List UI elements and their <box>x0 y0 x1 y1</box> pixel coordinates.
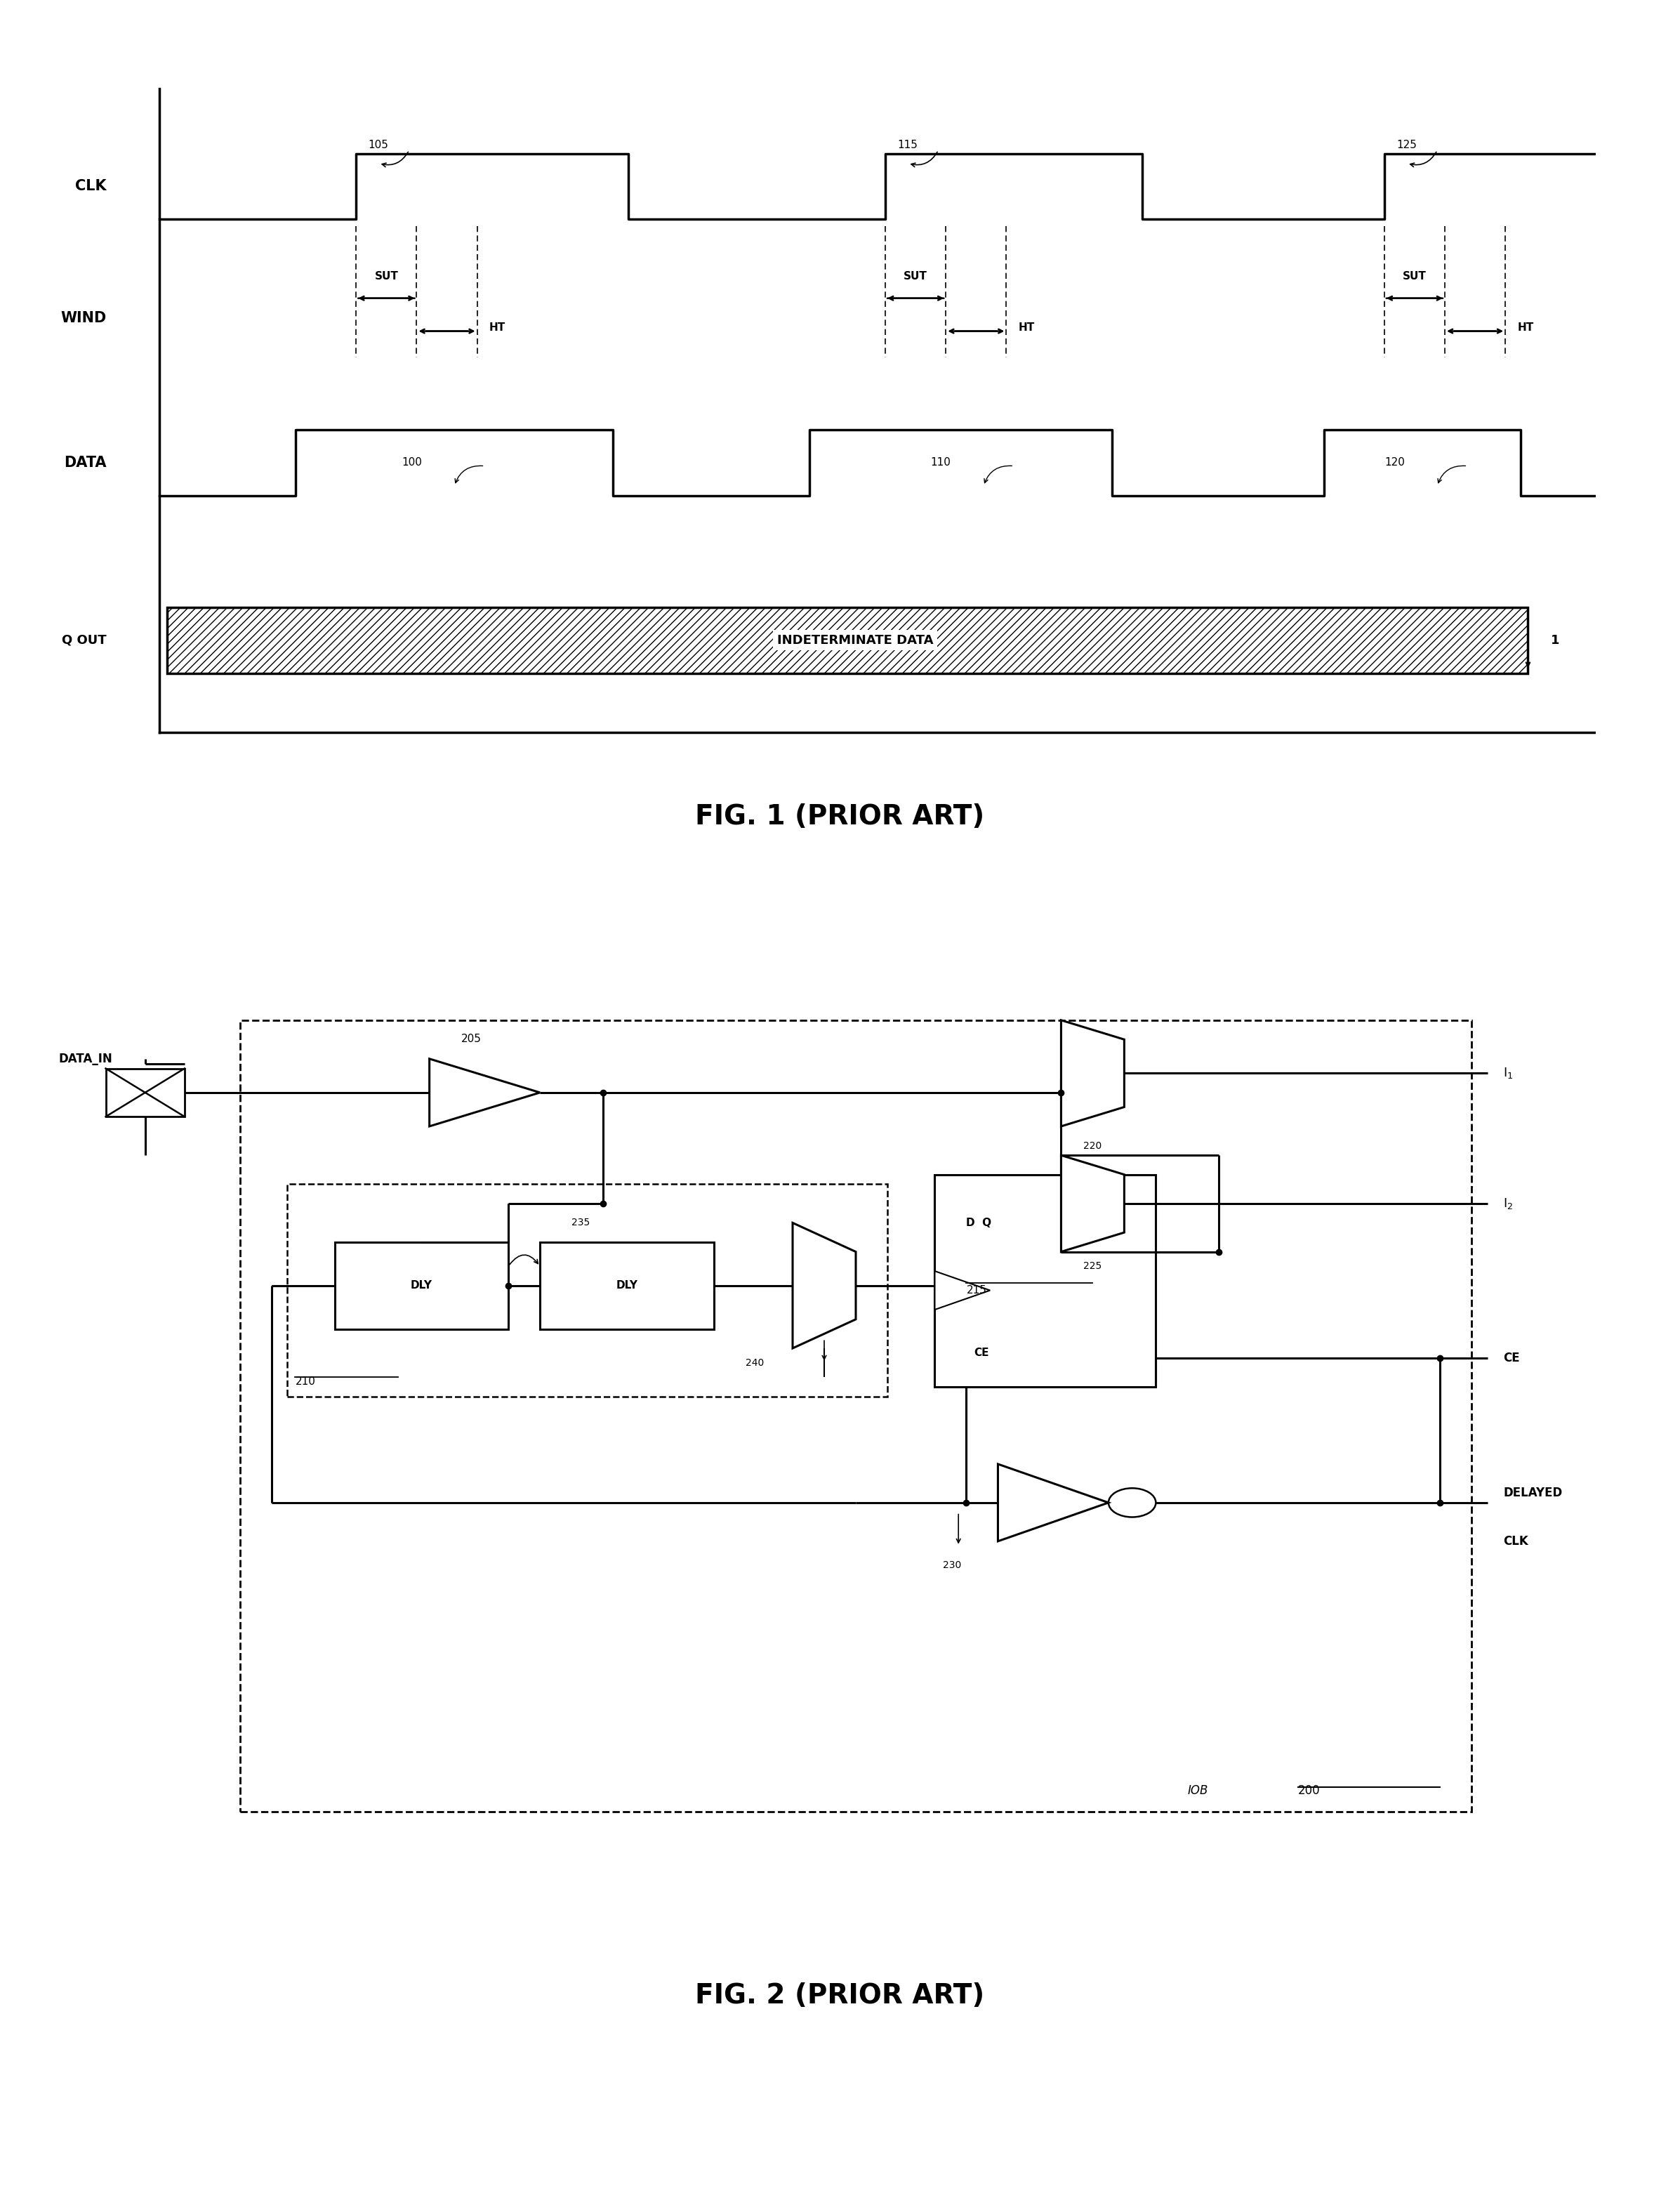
Text: 110: 110 <box>931 458 951 467</box>
Text: 240: 240 <box>746 1357 764 1368</box>
Text: DLY: DLY <box>410 1281 432 1292</box>
Polygon shape <box>1062 1156 1124 1252</box>
Text: FIG. 2 (PRIOR ART): FIG. 2 (PRIOR ART) <box>696 1982 984 2009</box>
Bar <box>240 1020 1472 1811</box>
Text: 210: 210 <box>296 1377 316 1386</box>
Text: SUT: SUT <box>375 272 398 283</box>
Text: IOB: IOB <box>1188 1785 1208 1796</box>
Text: 100: 100 <box>402 458 422 467</box>
Text: 205: 205 <box>460 1033 480 1044</box>
Text: 125: 125 <box>1396 140 1416 151</box>
Text: I$_1$: I$_1$ <box>1504 1066 1514 1081</box>
Text: HT: HT <box>489 322 506 333</box>
Polygon shape <box>998 1465 1109 1542</box>
Text: CE: CE <box>1504 1351 1520 1364</box>
Text: HT: HT <box>1018 322 1035 333</box>
Polygon shape <box>934 1272 990 1309</box>
Bar <box>539 1241 714 1329</box>
Text: CLK: CLK <box>1504 1535 1529 1548</box>
Text: DELAYED: DELAYED <box>1504 1487 1562 1500</box>
Text: 215: 215 <box>966 1285 986 1296</box>
Text: DATA: DATA <box>64 456 108 469</box>
Polygon shape <box>793 1224 855 1349</box>
Text: Q OUT: Q OUT <box>62 634 108 647</box>
Text: HT: HT <box>1517 322 1534 333</box>
Bar <box>168 607 1529 673</box>
Text: CLK: CLK <box>76 180 108 193</box>
Bar <box>334 1241 509 1329</box>
Text: DATA_IN: DATA_IN <box>59 1053 113 1066</box>
Text: CE: CE <box>974 1349 990 1357</box>
Polygon shape <box>1062 1020 1124 1127</box>
Text: 115: 115 <box>897 140 917 151</box>
Text: FIG. 1 (PRIOR ART): FIG. 1 (PRIOR ART) <box>696 803 984 831</box>
Text: 230: 230 <box>942 1561 961 1570</box>
Text: 235: 235 <box>571 1217 590 1228</box>
Text: SUT: SUT <box>904 272 927 283</box>
Text: 120: 120 <box>1384 458 1404 467</box>
Text: SUT: SUT <box>1403 272 1426 283</box>
Text: 105: 105 <box>368 140 388 151</box>
Text: 200: 200 <box>1299 1785 1320 1796</box>
Bar <box>934 1175 1156 1386</box>
Text: WIND: WIND <box>60 311 108 325</box>
Bar <box>287 1184 887 1397</box>
Text: DLY: DLY <box>617 1281 638 1292</box>
Text: 220: 220 <box>1084 1140 1102 1151</box>
Polygon shape <box>430 1059 539 1127</box>
Text: 225: 225 <box>1084 1261 1102 1272</box>
Text: INDETERMINATE DATA: INDETERMINATE DATA <box>778 634 932 647</box>
Text: D  Q: D Q <box>966 1217 991 1228</box>
Bar <box>106 1068 185 1116</box>
Text: 1: 1 <box>1551 634 1559 647</box>
Text: I$_2$: I$_2$ <box>1504 1197 1514 1211</box>
